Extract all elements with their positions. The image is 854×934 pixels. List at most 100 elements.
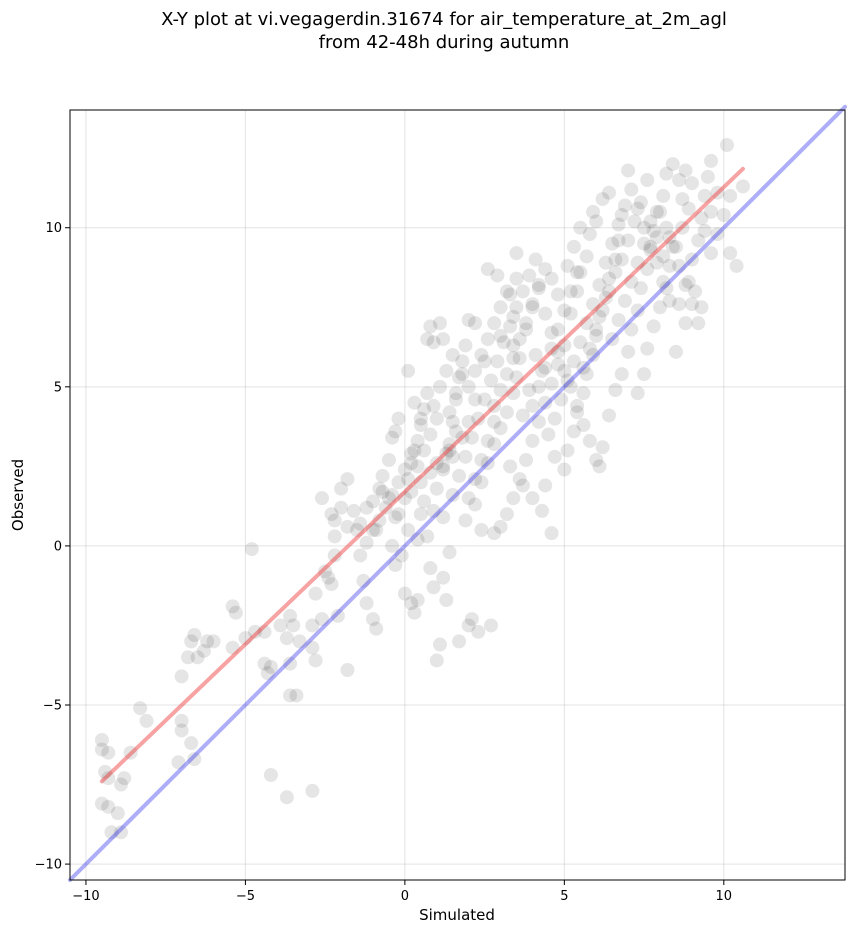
- data-point: [334, 481, 349, 496]
- data-point: [515, 408, 530, 423]
- data-point: [528, 252, 543, 267]
- data-point: [656, 188, 671, 203]
- data-point: [653, 204, 668, 219]
- data-point: [423, 561, 438, 576]
- data-point: [263, 768, 278, 782]
- data-point: [656, 274, 671, 289]
- data-point: [694, 300, 709, 315]
- data-point: [621, 233, 636, 248]
- data-point: [397, 491, 412, 506]
- data-point: [506, 351, 521, 366]
- data-point: [566, 424, 581, 439]
- data-point: [614, 367, 629, 382]
- data-point: [187, 752, 202, 767]
- data-point: [586, 348, 601, 362]
- data-point: [388, 558, 403, 572]
- data-point: [519, 322, 534, 337]
- data-point: [436, 510, 451, 525]
- data-point: [283, 656, 298, 671]
- data-point: [330, 608, 345, 623]
- data-point: [458, 513, 473, 528]
- data-point: [480, 332, 495, 347]
- data-point: [691, 316, 706, 331]
- data-point: [493, 421, 508, 436]
- data-point: [365, 494, 380, 509]
- data-point: [544, 376, 559, 391]
- data-point: [684, 252, 699, 267]
- data-point: [535, 503, 550, 518]
- data-point: [665, 157, 680, 172]
- data-point: [413, 507, 428, 522]
- data-point: [247, 624, 262, 639]
- data-point: [509, 370, 524, 385]
- data-point: [190, 650, 205, 665]
- data-point: [630, 201, 645, 216]
- data-point: [110, 806, 125, 821]
- data-point: [531, 278, 546, 292]
- data-point: [404, 456, 419, 471]
- data-point: [662, 258, 677, 273]
- data-point: [139, 713, 154, 728]
- data-point: [452, 370, 467, 385]
- data-point: [512, 351, 527, 366]
- data-point: [598, 290, 613, 305]
- data-point: [439, 363, 454, 378]
- data-point: [643, 239, 658, 254]
- data-point: [471, 411, 486, 426]
- data-point: [461, 618, 476, 633]
- data-point: [397, 462, 412, 477]
- data-point: [684, 297, 699, 312]
- data-point: [369, 523, 384, 537]
- data-point: [324, 577, 339, 592]
- data-point: [573, 335, 588, 350]
- data-point: [570, 284, 585, 299]
- data-point: [637, 367, 652, 382]
- data-point: [541, 427, 556, 442]
- data-point: [710, 185, 725, 200]
- data-point: [506, 338, 521, 353]
- data-point: [101, 771, 116, 786]
- data-point: [429, 411, 444, 426]
- data-point: [678, 316, 693, 331]
- data-point: [525, 300, 540, 315]
- data-point: [474, 348, 489, 362]
- data-point: [410, 593, 425, 607]
- data-point: [665, 239, 680, 254]
- x-tick-label: 10: [716, 889, 733, 904]
- data-point: [117, 771, 132, 786]
- data-point: [630, 303, 645, 318]
- data-point: [401, 472, 416, 487]
- data-point: [499, 405, 514, 420]
- data-point: [493, 383, 508, 397]
- data-point: [525, 398, 540, 413]
- data-point: [350, 523, 365, 537]
- data-point: [391, 475, 406, 490]
- data-point: [468, 497, 483, 512]
- data-point: [570, 265, 585, 280]
- data-point: [550, 322, 565, 337]
- data-point: [436, 332, 451, 347]
- data-point: [442, 437, 457, 452]
- data-point: [114, 777, 129, 792]
- data-point: [388, 424, 403, 439]
- data-point: [605, 332, 620, 347]
- data-point: [417, 494, 432, 509]
- data-point: [318, 564, 333, 579]
- data-point: [391, 507, 406, 522]
- data-point: [582, 227, 597, 242]
- data-point: [174, 669, 189, 684]
- data-point: [464, 612, 479, 627]
- data-point: [608, 265, 623, 280]
- data-point: [557, 363, 572, 378]
- x-tick-label: 5: [560, 889, 568, 904]
- data-point: [525, 297, 540, 312]
- data-point: [410, 459, 425, 474]
- data-point: [499, 367, 514, 382]
- data-point: [592, 278, 607, 292]
- plot-frame: [69, 109, 846, 881]
- data-point: [388, 510, 403, 525]
- data-point: [691, 233, 706, 248]
- data-point: [432, 379, 447, 394]
- data-point: [653, 300, 668, 315]
- data-point: [365, 612, 380, 627]
